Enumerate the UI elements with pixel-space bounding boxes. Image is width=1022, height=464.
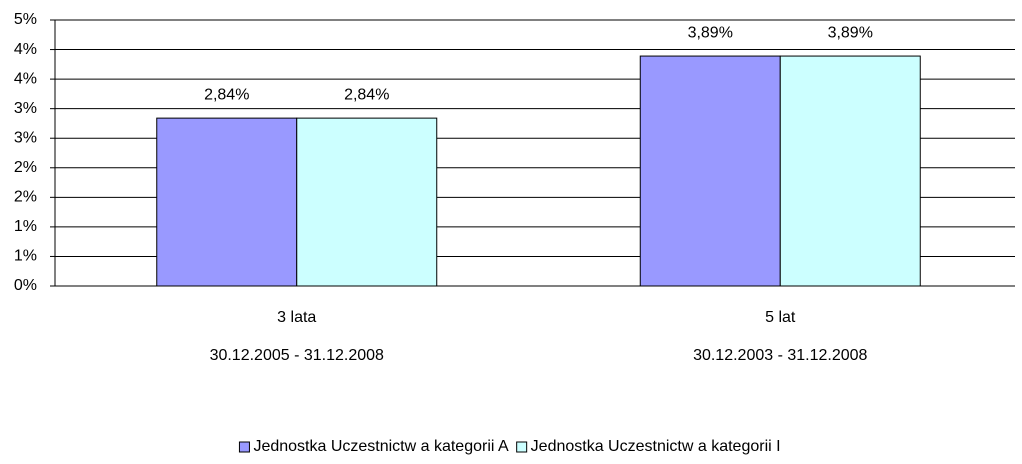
value-label-bg xyxy=(330,84,403,107)
legend-label: Jednostka Uczestnictw a kategorii A xyxy=(253,438,509,455)
value-label-bg xyxy=(814,22,887,45)
bar xyxy=(296,117,438,287)
y-tick-label: 4% xyxy=(14,70,37,87)
y-tick-label: 3% xyxy=(14,129,37,146)
y-tick-label: 3% xyxy=(14,100,37,117)
legend-swatch xyxy=(516,441,528,453)
legend-swatch xyxy=(238,441,250,453)
y-tick-label: 0% xyxy=(14,277,37,294)
value-label-bg xyxy=(190,84,263,107)
value-label-bg xyxy=(674,22,747,45)
bar xyxy=(779,55,921,287)
value-label: 3,89% xyxy=(828,24,873,41)
bar xyxy=(156,117,298,287)
y-tick-label: 1% xyxy=(14,218,37,235)
y-tick-label: 2% xyxy=(14,159,37,176)
value-label: 3,89% xyxy=(688,24,733,41)
x-tick-sublabel: 30.12.2005 - 31.12.2008 xyxy=(210,347,384,364)
y-tick-label: 4% xyxy=(14,41,37,58)
value-label: 2,84% xyxy=(204,86,249,103)
y-tick-label: 5% xyxy=(14,11,37,28)
x-tick-sublabel: 30.12.2003 - 31.12.2008 xyxy=(693,347,867,364)
x-tick-label: 3 lata xyxy=(277,309,316,326)
x-tick-label: 5 lat xyxy=(765,309,796,326)
y-tick-label: 1% xyxy=(14,248,37,265)
bar xyxy=(639,55,781,287)
legend-label: Jednostka Uczestnictw a kategorii I xyxy=(531,438,781,455)
y-tick-label: 2% xyxy=(14,189,37,206)
value-label: 2,84% xyxy=(344,86,389,103)
